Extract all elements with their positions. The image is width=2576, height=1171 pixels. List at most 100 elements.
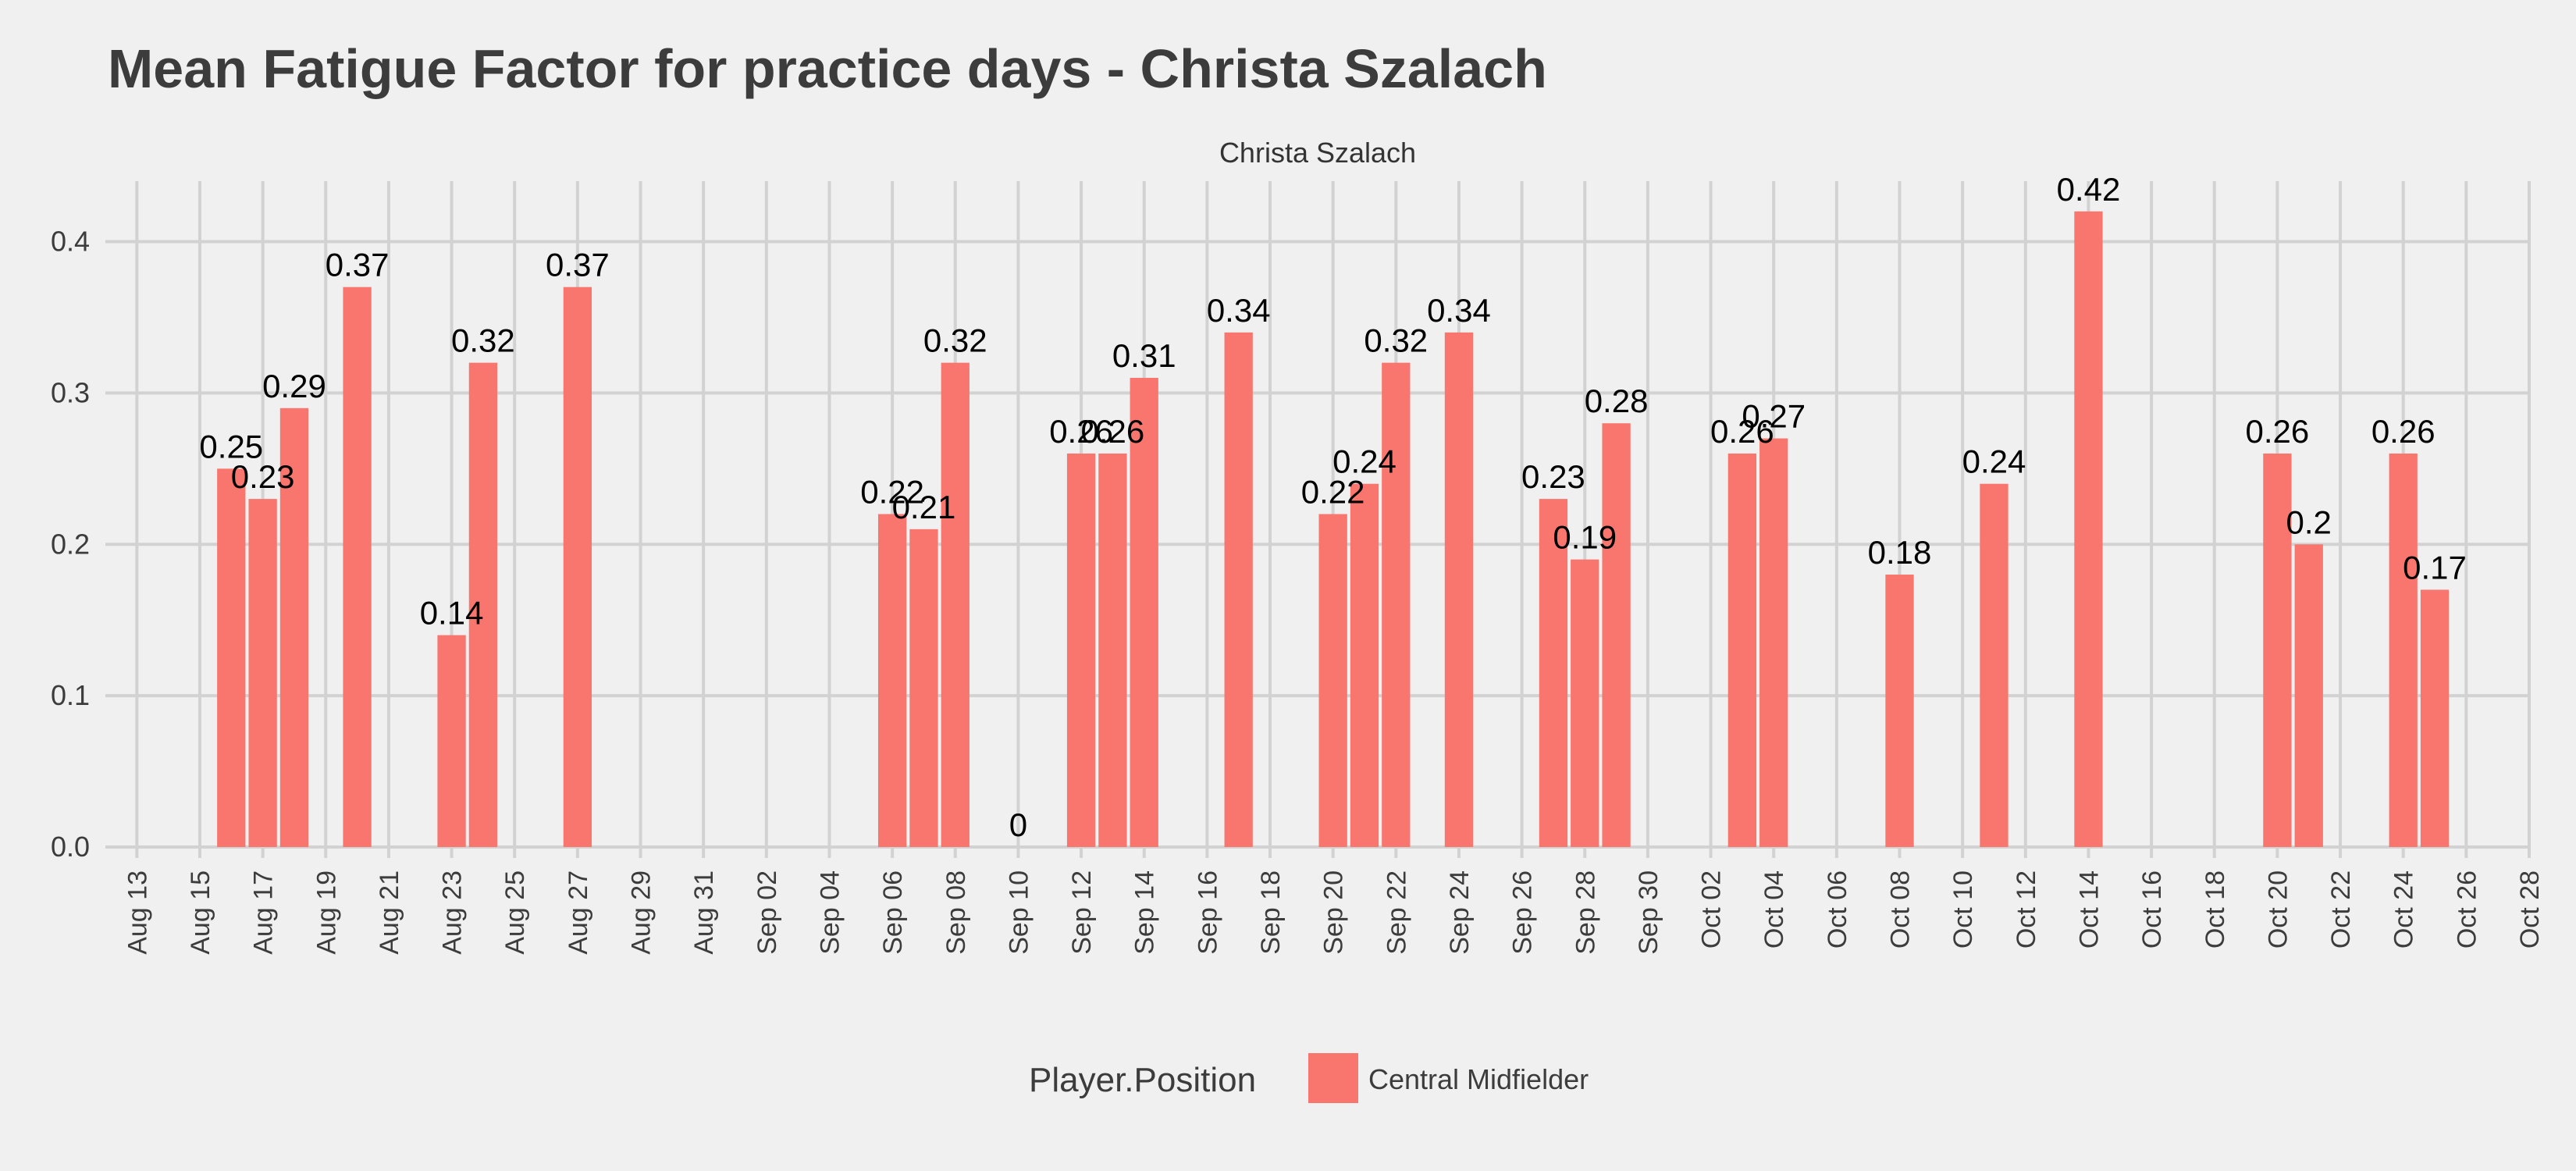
x-tick-label: Oct 26 xyxy=(2452,870,2482,949)
x-tick-label: Sep 18 xyxy=(1256,870,1286,955)
bar xyxy=(1727,453,1757,847)
bar xyxy=(563,287,592,847)
bar xyxy=(248,499,277,847)
x-tick-label: Sep 10 xyxy=(1004,870,1034,955)
data-label: 0.37 xyxy=(546,247,610,283)
bar xyxy=(877,514,907,847)
y-tick-label: 0.1 xyxy=(51,679,90,711)
data-label: 0.24 xyxy=(1332,443,1397,480)
data-label: 0.28 xyxy=(1585,383,1649,419)
legend-label: Central Midfielder xyxy=(1368,1063,1589,1095)
facet-label: Christa Szalach xyxy=(1219,137,1416,169)
data-label: 0.32 xyxy=(451,322,515,359)
bar xyxy=(1885,575,1914,847)
x-tick-label: Aug 27 xyxy=(564,870,593,955)
data-label: 0.23 xyxy=(231,458,295,495)
x-tick-label: Oct 20 xyxy=(2263,870,2293,949)
x-tick-label: Aug 31 xyxy=(689,870,719,955)
data-label: 0.32 xyxy=(923,322,987,359)
bars xyxy=(217,211,2450,848)
x-tick-label: Oct 24 xyxy=(2389,870,2419,949)
x-tick-label: Sep 12 xyxy=(1067,870,1097,955)
bar xyxy=(2074,211,2103,848)
data-label: 0 xyxy=(1009,806,1027,843)
bar xyxy=(279,408,309,847)
data-label: 0.17 xyxy=(2403,549,2467,586)
x-tick-label: Aug 13 xyxy=(123,870,152,955)
data-label: 0.34 xyxy=(1207,292,1271,329)
data-label: 0.22 xyxy=(860,474,924,511)
x-tick-label: Aug 23 xyxy=(438,870,468,955)
legend-title: Player.Position xyxy=(1029,1061,1256,1099)
x-tick-label: Sep 02 xyxy=(753,870,782,955)
x-tick-label: Aug 29 xyxy=(627,870,656,955)
bar xyxy=(1350,483,1379,847)
bar xyxy=(1571,559,1599,847)
data-label: 0.19 xyxy=(1553,519,1617,556)
legend: Player.Position Central Midfielder xyxy=(1029,1053,1589,1103)
data-label: 0.42 xyxy=(2057,171,2121,208)
data-label: 0.18 xyxy=(1868,534,1932,571)
bar xyxy=(343,287,372,847)
data-label: 0.32 xyxy=(1364,322,1428,359)
data-label: 0.29 xyxy=(262,368,326,404)
x-tick-label: Oct 10 xyxy=(1948,870,1978,949)
data-label: 0.26 xyxy=(1710,413,1774,450)
data-label: 0.14 xyxy=(420,595,484,632)
bar xyxy=(1318,514,1347,847)
data-label: 0.26 xyxy=(1049,413,1113,450)
x-tick-label: Oct 06 xyxy=(1823,870,1852,949)
bar xyxy=(1382,362,1411,847)
bar xyxy=(2294,544,2323,847)
data-label: 0.25 xyxy=(199,428,263,464)
bar xyxy=(217,468,246,847)
bar xyxy=(1130,378,1158,848)
x-tick-label: Sep 24 xyxy=(1445,870,1475,955)
x-tick-label: Oct 12 xyxy=(2012,870,2041,949)
bar xyxy=(1224,332,1253,847)
bar xyxy=(468,362,498,847)
bar xyxy=(1759,438,1788,847)
bar xyxy=(2389,453,2418,847)
data-label: 0.34 xyxy=(1427,292,1491,329)
data-label: 0.27 xyxy=(1742,398,1806,435)
x-tick-label: Oct 02 xyxy=(1697,870,1727,949)
data-labels: 0.250.230.290.370.140.320.370.220.210.32… xyxy=(199,171,2466,843)
x-tick-label: Sep 30 xyxy=(1634,870,1663,955)
x-tick-label: Aug 19 xyxy=(311,870,341,955)
data-label: 0.31 xyxy=(1112,337,1176,374)
data-label: 0.22 xyxy=(1301,474,1365,511)
x-tick-label: Sep 28 xyxy=(1571,870,1600,955)
chart-title: Mean Fatigue Factor for practice days - … xyxy=(108,38,1547,99)
x-tick-label: Sep 04 xyxy=(815,870,845,955)
x-tick-label: Aug 21 xyxy=(375,870,404,955)
x-tick-label: Sep 06 xyxy=(878,870,908,955)
x-tick-label: Sep 22 xyxy=(1382,870,1411,955)
x-tick-label: Oct 14 xyxy=(2074,870,2104,949)
x-tick-label: Oct 28 xyxy=(2515,870,2545,949)
bar xyxy=(1980,483,2008,847)
bar xyxy=(1602,423,1631,847)
x-tick-label: Sep 26 xyxy=(1508,870,1538,955)
x-tick-label: Oct 18 xyxy=(2201,870,2230,949)
y-tick-label: 0.2 xyxy=(51,528,90,560)
data-label: 0.2 xyxy=(2286,504,2332,540)
x-tick-label: Oct 04 xyxy=(1759,870,1789,949)
bar xyxy=(1066,453,1096,847)
x-axis-ticks: Aug 13 Aug 15 Aug 17 Aug 19 Aug 21 Aug 23 Aug … xyxy=(123,870,2545,955)
x-tick-label: Sep 14 xyxy=(1130,870,1160,955)
y-tick-label: 0.0 xyxy=(51,831,90,863)
data-label: 0.24 xyxy=(1962,443,2026,480)
y-tick-label: 0.4 xyxy=(51,226,90,258)
bar xyxy=(1444,332,1474,847)
x-tick-label: Aug 25 xyxy=(500,870,530,955)
bar xyxy=(1098,453,1127,847)
bar xyxy=(2263,453,2292,847)
x-tick-label: Aug 17 xyxy=(249,870,279,955)
x-tick-label: Oct 08 xyxy=(1886,870,1916,949)
data-label: 0.26 xyxy=(2371,413,2435,450)
x-tick-label: Sep 20 xyxy=(1319,870,1349,955)
x-tick-label: Sep 08 xyxy=(941,870,971,955)
